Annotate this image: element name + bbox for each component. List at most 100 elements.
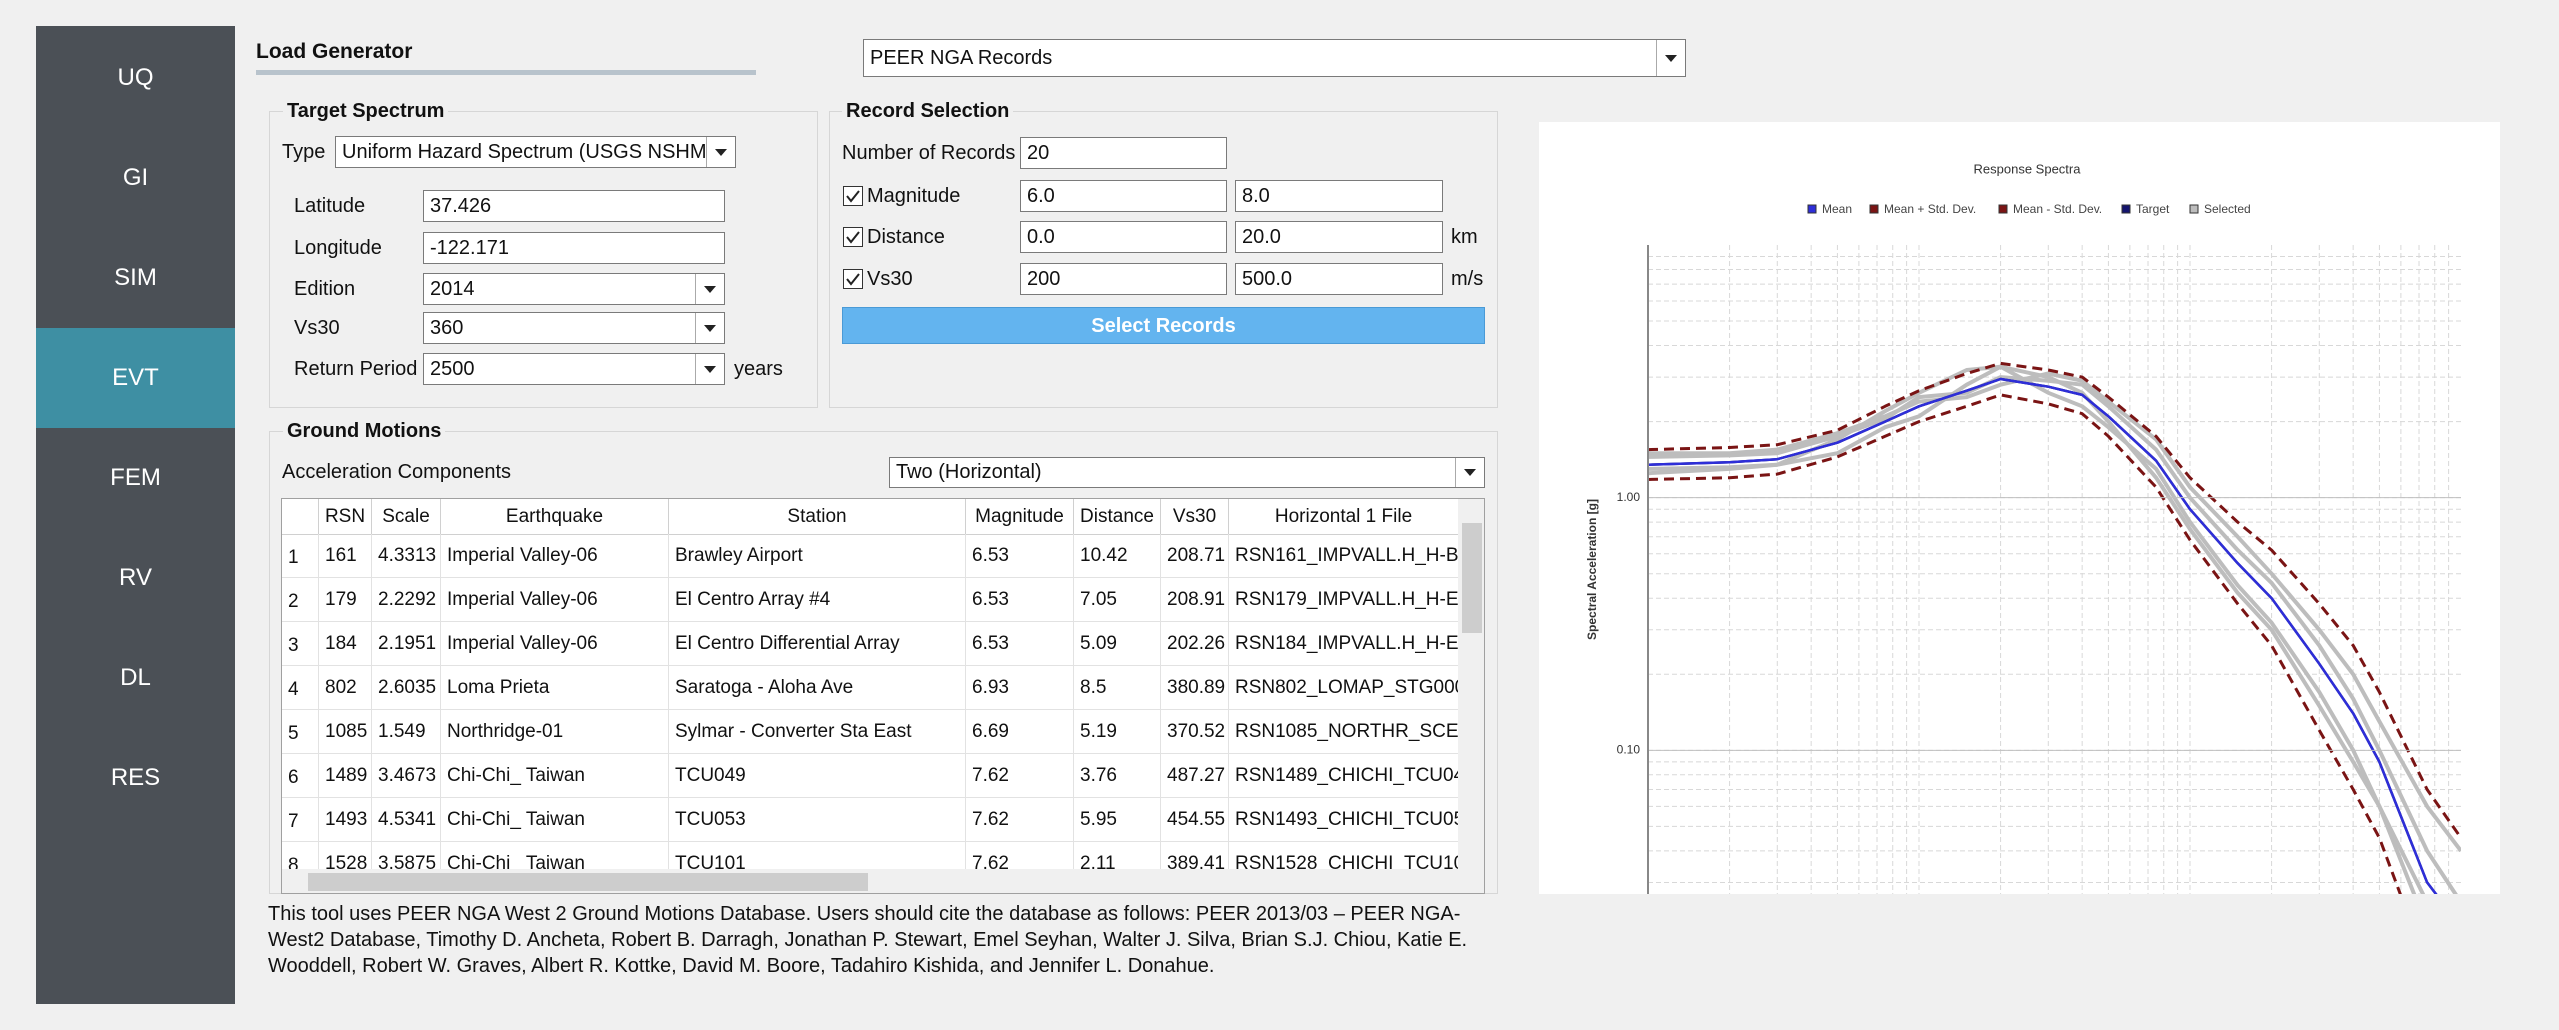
text-input[interactable]: 20.0 xyxy=(1235,221,1443,253)
column-header[interactable]: Horizontal 1 File xyxy=(1228,499,1458,534)
table-cell: Imperial Valley-06 xyxy=(440,622,668,666)
dropdown-arrow[interactable] xyxy=(706,137,735,167)
table-cell: RSN1489_CHICHI_TCU049-E xyxy=(1228,754,1458,798)
text-input-text: 500.0 xyxy=(1242,268,1293,290)
checkbox[interactable] xyxy=(843,186,863,206)
scroll-thumb[interactable] xyxy=(1462,523,1482,633)
table-cell: 5.09 xyxy=(1073,622,1160,666)
column-header[interactable]: Magnitude xyxy=(965,499,1073,534)
column-header[interactable]: Scale xyxy=(371,499,440,534)
nav-item[interactable]: EVT xyxy=(36,328,235,428)
unit-label: m/s xyxy=(1451,268,1484,290)
column-header[interactable]: Distance xyxy=(1073,499,1160,534)
table-header xyxy=(282,499,1458,535)
dropdown-arrow[interactable] xyxy=(1656,40,1685,76)
row-number: 6 xyxy=(288,767,299,788)
table-cell: 6.69 xyxy=(965,710,1073,754)
legend-marker xyxy=(1869,204,1879,214)
table-cell: Northridge-01 xyxy=(440,710,668,754)
select-records-button[interactable]: Select Records xyxy=(842,307,1485,344)
dropdown-text: 360 xyxy=(430,317,464,339)
arrow-icon xyxy=(704,366,716,373)
text-input[interactable]: 8.0 xyxy=(1235,180,1443,212)
table-cell: 3.76 xyxy=(1073,754,1160,798)
text-input[interactable]: 200 xyxy=(1020,263,1227,295)
response-spectra-chart: Response Spectra Mean Mean + Std. Dev. Mean… xyxy=(1585,161,2461,894)
table-cell: 5.19 xyxy=(1073,710,1160,754)
components-dropdown[interactable]: Two (Horizontal) xyxy=(889,456,1485,488)
column-header[interactable]: RSN xyxy=(318,499,371,534)
scroll-thumb[interactable] xyxy=(308,873,868,891)
dropdown[interactable]: 360 xyxy=(423,312,725,344)
table-cell: RSN802_LOMAP_STG000.AT2 xyxy=(1228,666,1458,710)
table-cell: 2.6035 xyxy=(371,666,440,710)
table-cell: 370.52 xyxy=(1160,710,1228,754)
series-line xyxy=(1648,377,2438,894)
table-cell: RSN161_IMPVALL.H_H-BRA2 xyxy=(1228,534,1458,578)
table-cell: Imperial Valley-06 xyxy=(440,534,668,578)
legend-marker xyxy=(2121,204,2131,214)
chart-panel: Response Spectra Mean Mean + Std. Dev. Mean… xyxy=(1539,122,2500,894)
text-input[interactable]: 6.0 xyxy=(1020,180,1227,212)
table-cell: 2.2292 xyxy=(371,578,440,622)
table-cell: 208.91 xyxy=(1160,578,1228,622)
table-cell: 389.41 xyxy=(1160,842,1228,886)
nav-item[interactable]: DL xyxy=(120,664,151,691)
table-cell: Chi-Chi_ Taiwan xyxy=(440,798,668,842)
checkbox[interactable] xyxy=(843,227,863,247)
text-input-text: 20.0 xyxy=(1242,226,1281,248)
table-cell: 179 xyxy=(318,578,371,622)
dropdown[interactable]: 2500 xyxy=(423,353,725,385)
table-row xyxy=(282,578,1458,622)
column-header[interactable]: Vs30 xyxy=(1160,499,1228,534)
source-dropdown[interactable]: PEER NGA Records xyxy=(863,39,1686,77)
text-input[interactable]: 500.0 xyxy=(1235,263,1443,295)
table-cell: 8.5 xyxy=(1073,666,1160,710)
nav-item[interactable]: RES xyxy=(110,764,161,791)
nav-item[interactable]: UQ xyxy=(117,64,154,91)
table-cell: TCU049 xyxy=(668,754,965,798)
text-input[interactable]: 0.0 xyxy=(1020,221,1227,253)
nav-item[interactable]: RV xyxy=(119,564,152,591)
dropdown-arrow[interactable] xyxy=(695,313,724,343)
nav-item[interactable]: SIM xyxy=(114,264,157,291)
citation-text: This tool uses PEER NGA West 2 Ground Mo… xyxy=(268,903,1468,977)
type-dropdown[interactable]: Uniform Hazard Spectrum (USGS NSHMP xyxy=(335,136,736,168)
text-input[interactable]: 37.426 xyxy=(423,190,725,222)
table-cell: 802 xyxy=(318,666,371,710)
dropdown[interactable]: 2014 xyxy=(423,273,725,305)
nav-item[interactable]: FEM xyxy=(110,464,161,491)
table-cell: TCU053 xyxy=(668,798,965,842)
table-cell: 1493 xyxy=(318,798,371,842)
group-title: Ground Motions xyxy=(283,418,446,444)
column-header[interactable]: Earthquake xyxy=(440,499,668,534)
field-label: Vs30 xyxy=(867,268,913,290)
text-input[interactable]: -122.171 xyxy=(423,232,725,264)
row-number: 5 xyxy=(288,723,299,744)
table-row xyxy=(282,622,1458,666)
table-cell: 2.1951 xyxy=(371,622,440,666)
column-header[interactable]: Station xyxy=(668,499,965,534)
table-cell: 487.27 xyxy=(1160,754,1228,798)
text-input[interactable]: 20 xyxy=(1020,137,1227,169)
text-input-text: -122.171 xyxy=(430,237,509,259)
dropdown-arrow[interactable] xyxy=(695,354,724,384)
chart-title: Response Spectra xyxy=(1974,161,2082,176)
table-row xyxy=(282,754,1458,798)
series-line xyxy=(1648,364,2417,894)
dropdown-arrow[interactable] xyxy=(695,274,724,304)
table-cell: 161 xyxy=(318,534,371,578)
table-row xyxy=(282,534,1458,578)
table-cell: Chi-Chi_ Taiwan xyxy=(440,842,668,886)
row-number: 1 xyxy=(288,547,299,568)
table-cell: 7.62 xyxy=(965,754,1073,798)
table-cell: 6.93 xyxy=(965,666,1073,710)
field-label: Type xyxy=(282,141,326,163)
table-cell: Brawley Airport xyxy=(668,534,965,578)
unit-label: years xyxy=(734,358,783,380)
checkbox[interactable] xyxy=(843,269,863,289)
field-label: Distance xyxy=(867,226,945,248)
nav-item[interactable]: GI xyxy=(122,164,149,191)
dropdown-arrow[interactable] xyxy=(1455,457,1484,487)
